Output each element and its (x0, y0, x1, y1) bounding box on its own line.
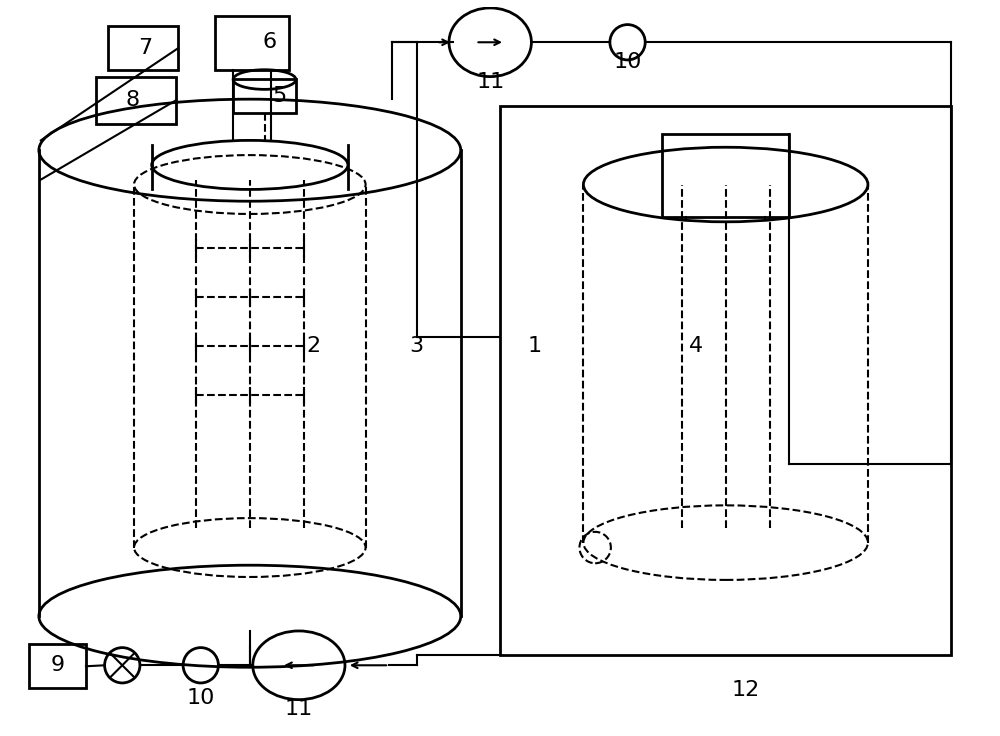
Text: 1: 1 (527, 336, 541, 356)
Text: 12: 12 (731, 680, 759, 700)
Bar (215, 15, 289, 70)
Text: 6: 6 (262, 32, 276, 52)
Text: 3: 3 (410, 336, 424, 356)
Bar (29, 644, 86, 688)
Text: 2: 2 (307, 336, 321, 356)
Text: 5: 5 (272, 86, 286, 106)
Text: 11: 11 (285, 699, 313, 719)
Bar (233, 79, 296, 113)
Text: 10: 10 (187, 687, 215, 707)
Text: 4: 4 (689, 336, 703, 356)
Bar (500, 106, 951, 656)
Text: 10: 10 (613, 52, 642, 72)
Text: 11: 11 (476, 71, 504, 91)
Text: 7: 7 (138, 38, 152, 58)
Bar (96, 77, 176, 124)
Text: 8: 8 (125, 90, 139, 110)
Bar (108, 26, 178, 70)
Bar (662, 133, 789, 217)
Text: 9: 9 (50, 655, 65, 676)
